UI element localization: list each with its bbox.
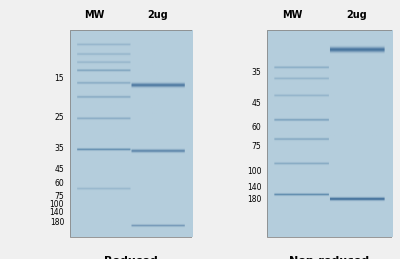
Text: 15: 15 <box>54 74 64 83</box>
Text: 180: 180 <box>247 195 261 204</box>
Text: 2ug: 2ug <box>147 10 168 20</box>
Text: 45: 45 <box>252 99 261 108</box>
Text: 140: 140 <box>247 183 261 192</box>
Bar <box>267 30 392 237</box>
Text: 75: 75 <box>54 192 64 201</box>
Text: 35: 35 <box>252 68 261 77</box>
Text: 60: 60 <box>54 179 64 188</box>
Text: 100: 100 <box>50 200 64 209</box>
Text: Non-reduced: Non-reduced <box>289 256 370 259</box>
Text: MW: MW <box>84 10 104 20</box>
Text: 75: 75 <box>252 142 261 151</box>
Text: 100: 100 <box>247 167 261 176</box>
Bar <box>70 30 192 237</box>
Text: 140: 140 <box>50 208 64 217</box>
Text: 2ug: 2ug <box>346 10 367 20</box>
Text: Reduced: Reduced <box>104 256 158 259</box>
Text: MW: MW <box>282 10 302 20</box>
Text: 180: 180 <box>50 218 64 227</box>
Text: 35: 35 <box>54 144 64 153</box>
Text: 60: 60 <box>252 124 261 132</box>
Text: 25: 25 <box>54 113 64 122</box>
Text: 45: 45 <box>54 165 64 174</box>
